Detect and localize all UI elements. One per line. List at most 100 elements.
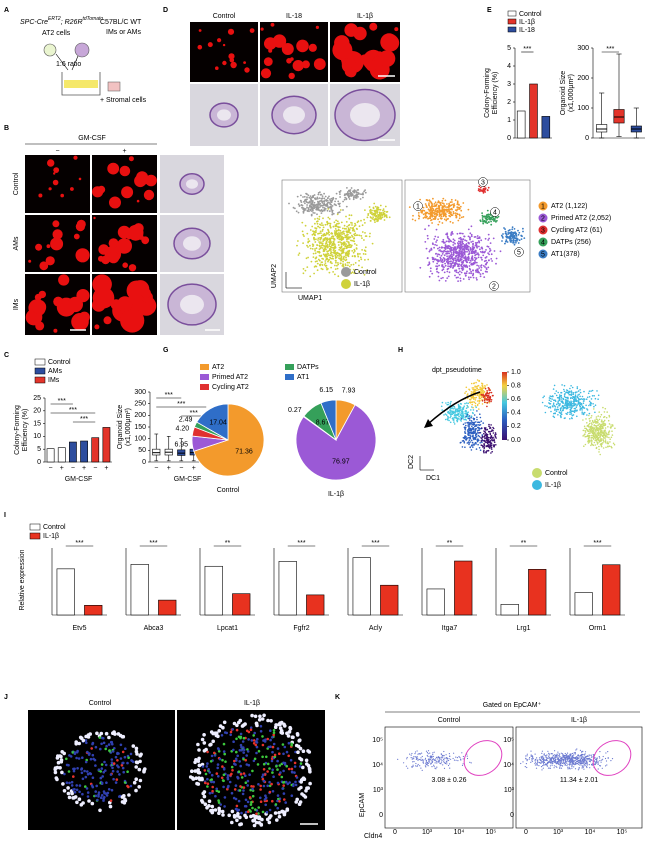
trajectory-cell [450, 408, 452, 410]
stained-cell [95, 785, 98, 788]
umap-cell [485, 217, 487, 219]
stained-cell [139, 779, 143, 783]
stained-cell [223, 774, 226, 777]
trajectory-cell [441, 406, 443, 408]
umap-cell [409, 206, 411, 208]
trajectory-cell [480, 437, 482, 439]
stained-cell [201, 738, 205, 742]
trajectory-cell [579, 405, 581, 407]
trajectory-cell [490, 437, 492, 439]
stained-cell [92, 742, 95, 745]
umap-cell [490, 224, 492, 226]
umap-cell [430, 270, 432, 272]
stained-cell [95, 746, 98, 749]
trajectory-cell [582, 406, 584, 408]
umap-cell [321, 210, 323, 212]
umap-cell [459, 256, 461, 258]
umap-cell [302, 196, 304, 198]
umap-cell [428, 225, 430, 227]
organoid-signal [120, 308, 144, 332]
umap-cell [329, 218, 331, 220]
trajectory-cell [608, 434, 610, 436]
trajectory-cell [587, 409, 589, 411]
organoid-signal [228, 53, 234, 59]
organoid-signal [53, 167, 59, 173]
umap-cell [446, 211, 448, 213]
umap-cell [348, 262, 350, 264]
trajectory-cell [558, 403, 560, 405]
stained-cell [216, 772, 219, 775]
stained-cell [100, 796, 103, 799]
trajectory-cell [462, 408, 464, 410]
trajectory-cell [473, 424, 475, 426]
umap-cell [479, 219, 481, 221]
umap-cell [325, 205, 327, 207]
trajectory-cell [476, 448, 478, 450]
stained-cell [210, 781, 213, 784]
umap-cell [429, 276, 431, 278]
trajectory-cell [458, 409, 460, 411]
umap-cell [462, 202, 464, 204]
organoid-signal [32, 300, 46, 314]
umap-cell [496, 220, 498, 222]
trajectory-cell [595, 439, 597, 441]
box [153, 449, 161, 455]
legend-marker [532, 480, 542, 490]
umap-cell [454, 270, 456, 272]
trajectory-cell [490, 434, 492, 436]
trajectory-cell [594, 435, 596, 437]
umap-cell [449, 251, 451, 253]
umap-cell [475, 258, 477, 260]
y-tick-label: 4 [507, 63, 511, 70]
umap-cell [433, 257, 435, 259]
significance-label: *** [149, 540, 157, 547]
umap-cell [480, 257, 482, 259]
umap-cell [345, 216, 347, 218]
trajectory-cell [481, 440, 483, 442]
stained-cell [102, 799, 105, 802]
stained-cell [273, 743, 276, 746]
y-tick-label: 0 [37, 459, 41, 466]
umap-cell [326, 200, 328, 202]
trajectory-cell [575, 396, 577, 398]
umap-cell [327, 198, 329, 200]
umap-cell [466, 266, 468, 268]
umap-cell [468, 251, 470, 253]
stained-cell [250, 803, 253, 806]
umap-cell [318, 218, 320, 220]
trajectory-cell [471, 426, 473, 428]
umap-cell [445, 253, 447, 255]
umap-cell [308, 194, 310, 196]
y-tick-label: 5 [37, 446, 41, 453]
umap-cell [449, 211, 451, 213]
y-axis-label: Relative expression [19, 549, 26, 610]
stained-cell [271, 736, 274, 739]
umap-cell [316, 247, 318, 249]
umap-cell [490, 221, 492, 223]
umap-cell [332, 271, 334, 273]
umap-cell [331, 254, 333, 256]
stained-cell [92, 776, 95, 779]
stained-cell [138, 768, 142, 772]
stained-cell [112, 770, 115, 773]
trajectory-cell [463, 441, 465, 443]
trajectory-cell [607, 426, 609, 428]
umap-cell [324, 260, 326, 262]
stained-cell [291, 771, 294, 774]
umap-cell [339, 258, 341, 260]
stained-cell [223, 721, 227, 725]
umap-cell [471, 235, 473, 237]
stained-cell [251, 788, 254, 791]
stained-cell [75, 801, 79, 805]
trajectory-cell [556, 409, 558, 411]
umap-cell [481, 259, 483, 261]
umap-cell [333, 198, 335, 200]
umap-cell [331, 214, 333, 216]
legend-label: IL-1β [354, 281, 370, 288]
trajectory-cell [467, 431, 469, 433]
umap-cell [485, 257, 487, 259]
umap-cell [437, 236, 439, 238]
umap-cell [445, 200, 447, 202]
umap-cell [348, 242, 350, 244]
umap-cell [332, 258, 334, 260]
